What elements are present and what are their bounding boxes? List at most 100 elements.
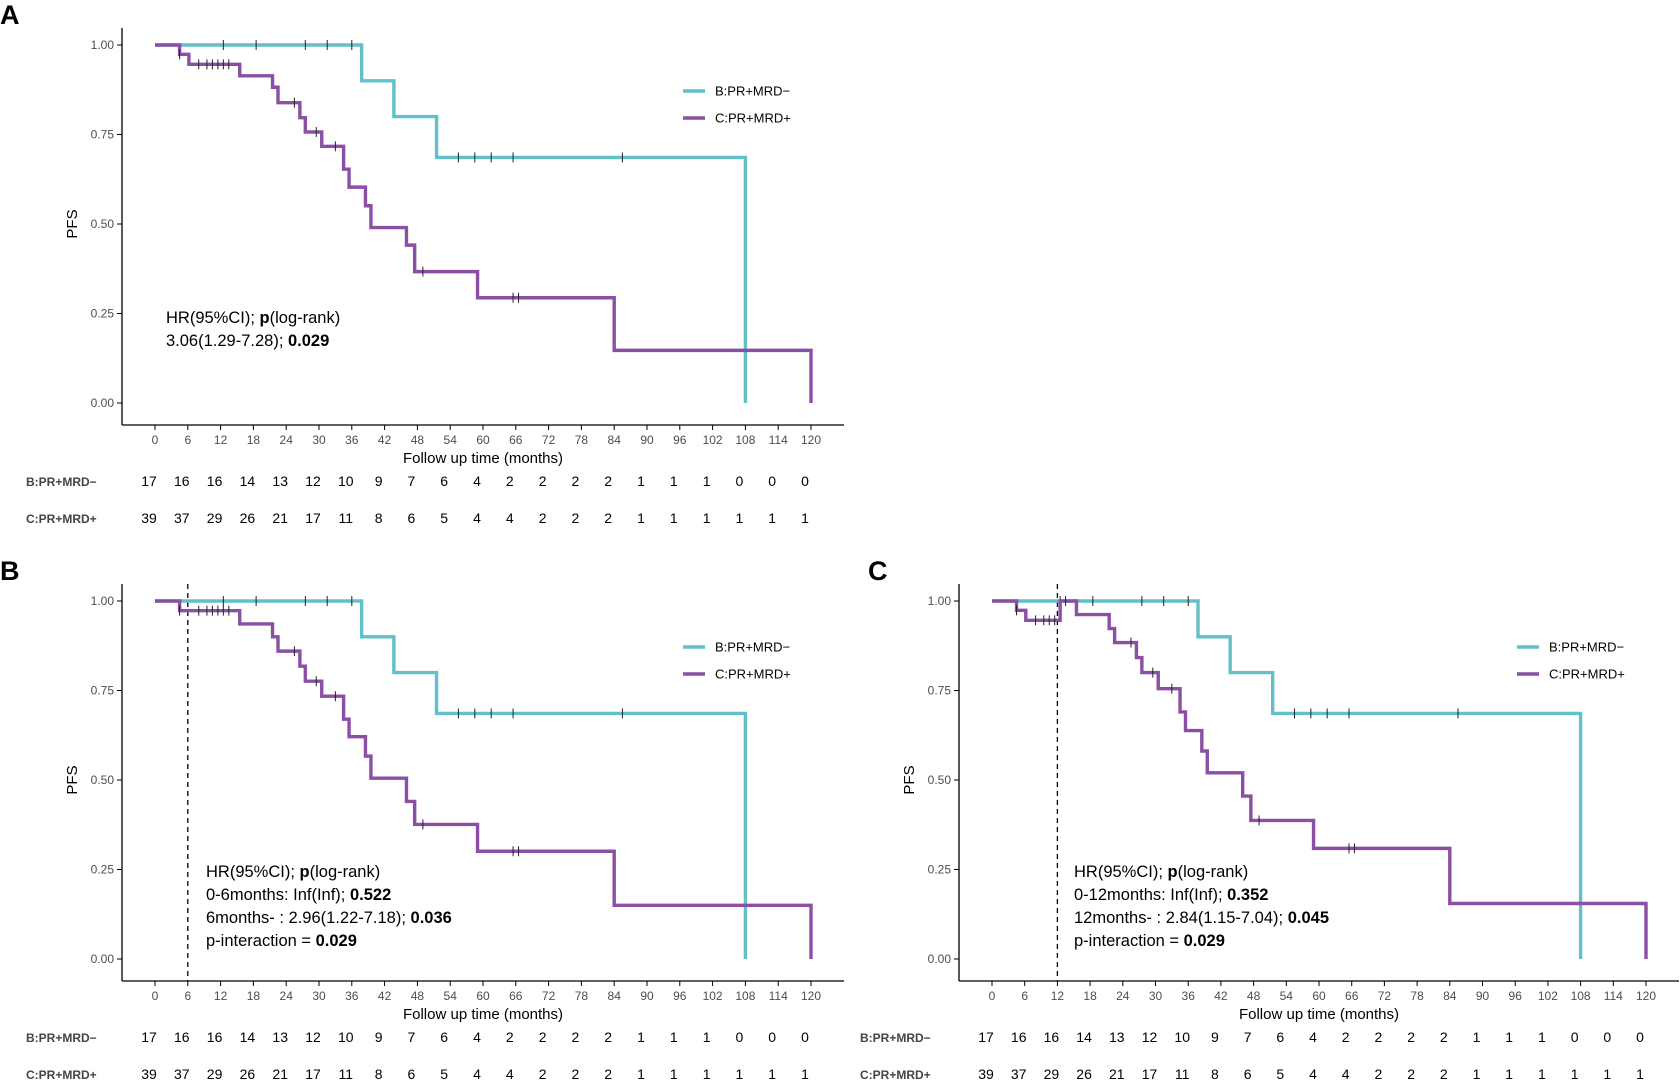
- risk-count: 1: [801, 1066, 809, 1082]
- risk-count: 2: [539, 473, 547, 489]
- hr-annotation-line: p-interaction = 0.029: [206, 932, 357, 950]
- risk-count: 11: [339, 1066, 354, 1082]
- x-tick-label: 96: [673, 989, 687, 1003]
- risk-count: 29: [1044, 1066, 1060, 1082]
- annotation-segment: 0.029: [316, 932, 357, 950]
- risk-count: 4: [473, 510, 481, 526]
- x-tick-label: 30: [312, 989, 326, 1003]
- risk-count: 29: [207, 1066, 223, 1082]
- risk-count: 4: [1309, 1066, 1317, 1082]
- risk-count: 17: [305, 1066, 321, 1082]
- annotation-segment: p: [1168, 863, 1178, 881]
- annotation-segment: 0.352: [1227, 886, 1268, 904]
- risk-count: 10: [338, 473, 354, 489]
- x-tick-label: 54: [444, 433, 458, 447]
- annotation-segment: (log-rank): [270, 309, 341, 327]
- risk-count: 37: [174, 1066, 190, 1082]
- risk-count: 1: [1473, 1066, 1481, 1082]
- hr-annotation-line: 3.06(1.29-7.28); 0.029: [166, 332, 329, 350]
- risk-count: 0: [736, 1029, 744, 1045]
- annotation-segment: 0-12months: Inf(Inf);: [1074, 886, 1227, 904]
- panel-c: C0.000.250.500.751.000 6 12 18 24 30 36 42 48 54 6…: [860, 556, 1679, 1082]
- risk-count: 13: [272, 473, 288, 489]
- risk-count: 4: [506, 1066, 514, 1082]
- x-tick-label: 108: [735, 989, 755, 1003]
- panel-b: B0.000.250.500.751.000 6 12 18 24 30 36 42 48 54 6…: [0, 556, 844, 1082]
- risk-count: 1: [736, 1066, 744, 1082]
- risk-count: 6: [408, 1066, 416, 1082]
- risk-count: 14: [240, 1029, 256, 1045]
- risk-count: 9: [1211, 1029, 1219, 1045]
- risk-count: 2: [1440, 1029, 1448, 1045]
- annotation-segment: 0.522: [350, 886, 391, 904]
- y-tick-label: 0.50: [91, 217, 115, 231]
- x-tick-label: 90: [640, 989, 654, 1003]
- risk-count: 21: [272, 1066, 288, 1082]
- km-curve-b: [992, 599, 1583, 959]
- y-tick-label: 1.00: [91, 594, 115, 608]
- x-tick-label: 108: [1571, 989, 1591, 1003]
- x-axis-title: Follow up time (months): [1239, 1006, 1399, 1023]
- x-tick-label: 6: [1021, 989, 1028, 1003]
- hr-annotation-line: HR(95%CI); p(log-rank): [166, 309, 340, 327]
- risk-count: 7: [1244, 1029, 1252, 1045]
- legend-label: C:PR+MRD+: [1549, 667, 1625, 682]
- risk-count: 2: [572, 1066, 580, 1082]
- annotation-segment: 6months- : 2.96(1.22-7.18);: [206, 909, 411, 927]
- risk-table-label: B:PR+MRD−: [26, 475, 97, 489]
- risk-count: 1: [1636, 1066, 1644, 1082]
- risk-count: 1: [1505, 1066, 1513, 1082]
- risk-count: 6: [440, 1029, 448, 1045]
- x-tick-label: 60: [1312, 989, 1326, 1003]
- risk-count: 8: [1211, 1066, 1219, 1082]
- risk-table-label: C:PR+MRD+: [860, 1068, 931, 1082]
- x-tick-label: 18: [1083, 989, 1097, 1003]
- x-tick-label: 66: [1345, 989, 1359, 1003]
- risk-count: 1: [768, 510, 776, 526]
- risk-count: 0: [736, 473, 744, 489]
- y-tick-label: 1.00: [91, 38, 115, 52]
- x-tick-label: 0: [152, 433, 159, 447]
- risk-count: 26: [240, 1066, 256, 1082]
- risk-count: 2: [539, 1029, 547, 1045]
- risk-count: 14: [240, 473, 256, 489]
- risk-count: 1: [637, 1029, 645, 1045]
- risk-count: 12: [1142, 1029, 1158, 1045]
- annotation-segment: 0.036: [411, 909, 452, 927]
- x-tick-label: 120: [801, 989, 821, 1003]
- x-tick-label: 96: [673, 433, 687, 447]
- legend-label: B:PR+MRD−: [1549, 640, 1624, 655]
- risk-count: 1: [670, 510, 678, 526]
- x-tick-label: 78: [1410, 989, 1424, 1003]
- x-tick-label: 12: [214, 433, 228, 447]
- risk-count: 13: [1109, 1029, 1125, 1045]
- risk-count: 9: [375, 473, 383, 489]
- annotation-segment: 0.029: [1184, 932, 1225, 950]
- x-tick-label: 24: [280, 989, 294, 1003]
- x-tick-label: 36: [345, 989, 359, 1003]
- risk-count: 2: [1407, 1029, 1415, 1045]
- x-tick-label: 48: [411, 989, 425, 1003]
- risk-count: 2: [1440, 1066, 1448, 1082]
- risk-count: 8: [375, 510, 383, 526]
- panel-label: A: [0, 0, 20, 30]
- hr-annotation-line: 12months- : 2.84(1.15-7.04); 0.045: [1074, 909, 1329, 927]
- risk-count: 5: [440, 1066, 448, 1082]
- x-tick-label: 48: [411, 433, 425, 447]
- x-tick-label: 90: [1476, 989, 1490, 1003]
- y-tick-label: 0.25: [91, 863, 115, 877]
- x-tick-label: 6: [184, 989, 191, 1003]
- panel-label: C: [868, 556, 888, 586]
- risk-count: 1: [637, 510, 645, 526]
- x-tick-label: 72: [542, 989, 556, 1003]
- x-tick-label: 72: [1378, 989, 1392, 1003]
- risk-count: 1: [703, 1066, 711, 1082]
- hr-annotation-line: HR(95%CI); p(log-rank): [206, 863, 380, 881]
- x-tick-label: 12: [214, 989, 228, 1003]
- x-tick-label: 102: [703, 989, 723, 1003]
- risk-count: 0: [801, 1029, 809, 1045]
- risk-count: 26: [240, 510, 256, 526]
- annotation-segment: (log-rank): [1178, 863, 1249, 881]
- risk-count: 1: [703, 473, 711, 489]
- risk-count: 12: [305, 1029, 321, 1045]
